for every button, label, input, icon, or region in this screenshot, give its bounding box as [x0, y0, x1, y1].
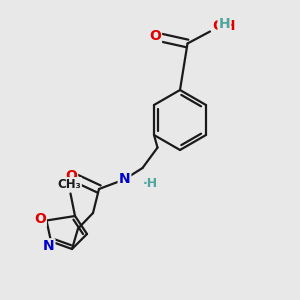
Text: O: O [65, 169, 77, 183]
Text: N: N [43, 239, 54, 253]
Text: O: O [34, 212, 46, 226]
Text: CH₃: CH₃ [57, 178, 81, 191]
Text: H: H [219, 17, 230, 31]
Text: ·H: ·H [142, 177, 158, 190]
Text: OH: OH [212, 19, 236, 33]
Text: O: O [149, 29, 161, 43]
Text: N: N [119, 172, 130, 186]
